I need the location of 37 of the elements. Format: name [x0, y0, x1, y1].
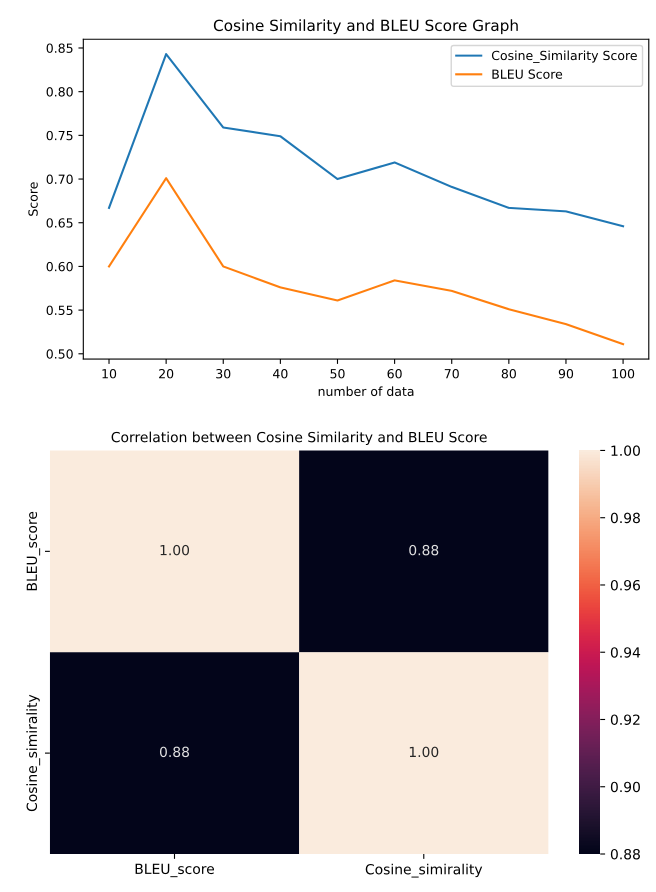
data-label: 0.88: [160, 746, 190, 758]
data-label: 1.00: [410, 746, 438, 758]
x-axis-title: number of data: [318, 386, 414, 396]
color-bar-label: 0.98: [610, 512, 640, 524]
y-tick-label: 0.80: [46, 87, 73, 97]
x-tick-label: 100: [612, 368, 634, 378]
legend-label: BLEU Score: [492, 69, 562, 79]
x-tick-label: 80: [502, 368, 516, 378]
x-tick-label: 10: [102, 368, 116, 378]
data-label: 0.88: [409, 544, 438, 556]
x-tick-label: 20: [159, 368, 174, 378]
y-axis-title: Score: [28, 182, 38, 216]
y-tick-label: 0.55: [46, 306, 72, 316]
color-bar-label: 0.90: [610, 782, 640, 792]
y-tick-label: 0.70: [46, 174, 73, 184]
color-bar-label: 0.88: [610, 848, 640, 860]
y-tick-label: 0.75: [46, 130, 72, 140]
chart-title: Correlation between Cosine Similarity and BLEU Score: [112, 432, 487, 446]
color-bar-label: 0.92: [610, 714, 640, 725]
x-tick-label: 30: [216, 368, 230, 378]
chart-title: Cosine Similarity and BLEU Score Graph: [214, 19, 518, 34]
legend-label: Cosine_Similarity Score: [492, 50, 637, 63]
y-tick-label: 0.60: [46, 262, 73, 272]
y-tick-label: 0.85: [46, 43, 72, 53]
y-tick-label: 0.50: [46, 349, 73, 359]
color-bar-label: 1.00: [611, 445, 640, 456]
x-tick-label: 40: [273, 368, 288, 378]
x-tick-label: 90: [558, 368, 574, 378]
line-series: [108, 177, 624, 346]
y-tick-label: 0.65: [46, 218, 72, 228]
color-bar-label: 0.96: [610, 580, 640, 590]
data-label: 1.00: [160, 544, 190, 556]
x-tick-label: 60: [388, 368, 402, 378]
x-tick-label: 50: [330, 368, 345, 378]
color-bar-label: 0.94: [610, 647, 640, 658]
y-tick-label: BLEU_score: [26, 512, 40, 590]
x-tick-label: 70: [444, 368, 459, 378]
